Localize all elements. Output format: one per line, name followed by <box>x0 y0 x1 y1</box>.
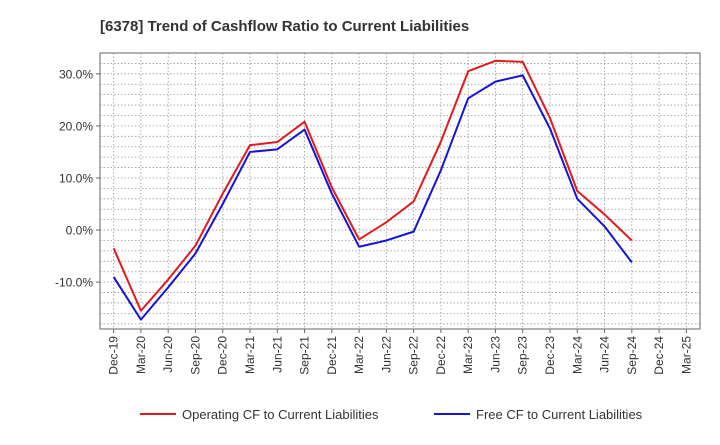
series-line-2 <box>112 74 633 321</box>
y-tick-label: 0.0% <box>66 224 94 238</box>
x-tick-label: Jun-20 <box>161 336 175 373</box>
y-tick-label: 30.0% <box>59 67 93 81</box>
x-tick-label: Jun-24 <box>598 336 612 373</box>
x-tick-label: Dec-20 <box>216 336 230 375</box>
x-tick-label: Sep-20 <box>188 336 202 375</box>
x-axis: Dec-19 Mar-20 Jun-20 Sep-20 Dec-20 Mar-21 Jun-… <box>107 329 693 375</box>
x-tick-label: Mar-22 <box>352 336 366 374</box>
x-tick-label: Sep-22 <box>407 336 421 375</box>
x-tick-label: Jun-22 <box>379 336 393 373</box>
x-tick-label: Dec-21 <box>325 336 339 375</box>
legend-label-2: Free CF to Current Liabilities <box>476 407 643 422</box>
x-tick-label: Dec-23 <box>543 336 557 375</box>
series-layer <box>112 59 633 321</box>
chart-title: [6378] Trend of Cashflow Ratio to Curren… <box>100 18 469 35</box>
plot-area <box>99 52 701 330</box>
y-tick-label: -10.0% <box>55 276 93 290</box>
x-tick-label: Mar-25 <box>679 336 693 374</box>
x-tick-label: Dec-24 <box>652 336 666 375</box>
x-tick-label: Mar-20 <box>134 336 148 374</box>
x-tick-label: Sep-21 <box>298 336 312 375</box>
x-tick-label: Sep-23 <box>516 336 530 375</box>
grid-layer <box>100 53 700 329</box>
y-tick-label: 10.0% <box>59 171 93 185</box>
legend: Operating CF to Current Liabilities Free … <box>140 407 643 422</box>
x-tick-label: Dec-19 <box>107 336 121 375</box>
x-tick-label: Mar-21 <box>243 336 257 374</box>
x-tick-label: Mar-24 <box>570 336 584 374</box>
y-tick-label: 20.0% <box>59 119 93 133</box>
y-axis: 30.0% 20.0% 10.0% 0.0% -10.0% <box>55 67 100 290</box>
x-tick-label: Jun-23 <box>488 336 502 373</box>
legend-label-1: Operating CF to Current Liabilities <box>182 407 379 422</box>
x-tick-label: Sep-24 <box>625 336 639 375</box>
x-tick-label: Mar-23 <box>461 336 475 374</box>
x-tick-label: Dec-22 <box>434 336 448 375</box>
x-tick-label: Jun-21 <box>270 336 284 373</box>
series-line-1 <box>112 59 633 312</box>
